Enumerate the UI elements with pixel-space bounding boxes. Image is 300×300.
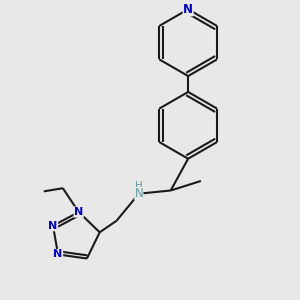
Text: H: H <box>135 181 143 191</box>
Text: N: N <box>183 3 193 16</box>
Text: N: N <box>134 187 143 200</box>
Text: N: N <box>74 207 83 217</box>
Text: N: N <box>48 221 58 231</box>
Text: N: N <box>53 250 63 260</box>
